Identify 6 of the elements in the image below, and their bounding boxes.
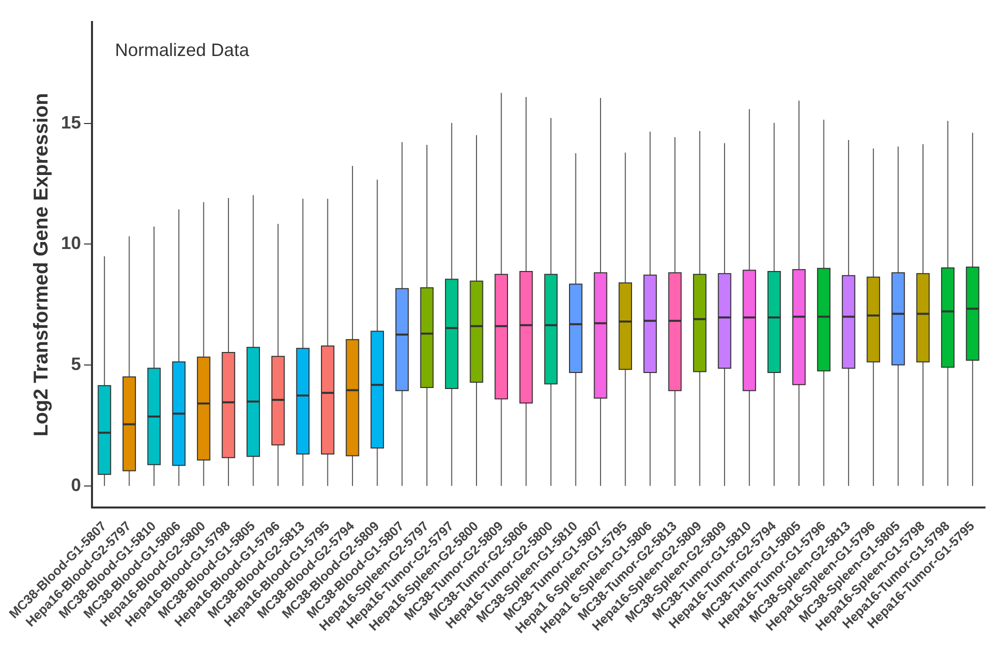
y-axis-title: Log2 Transformed Gene Expression (30, 93, 53, 436)
y-tick-label: 5 (71, 354, 82, 374)
y-tick-label: 10 (60, 233, 82, 254)
y-tick-label: 0 (71, 474, 82, 495)
annotation: Normalized Data (115, 40, 250, 60)
y-tick-label: 15 (60, 112, 82, 132)
